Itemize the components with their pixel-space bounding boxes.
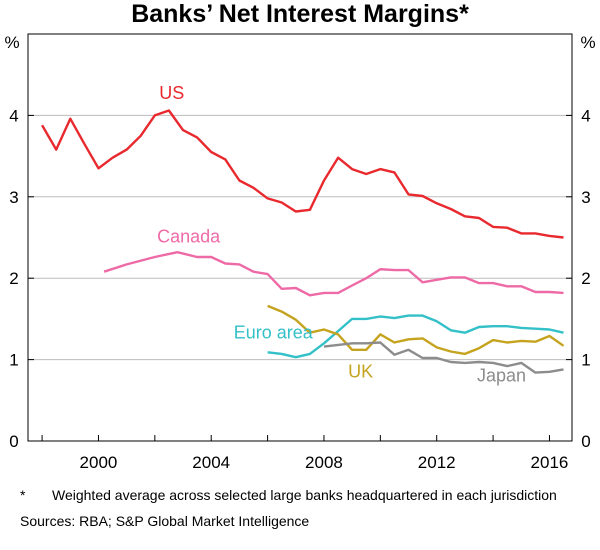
y-tick-label-left: 1 bbox=[9, 351, 18, 370]
series-label-us: US bbox=[159, 83, 184, 103]
y-tick-label-left: 4 bbox=[9, 106, 18, 125]
x-tick-label: 2000 bbox=[80, 453, 118, 472]
sources-note: Sources: RBA; S&P Global Market Intellig… bbox=[20, 513, 310, 529]
y-tick-label-right: 1 bbox=[581, 351, 590, 370]
chart-title: Banks’ Net Interest Margins* bbox=[131, 0, 469, 28]
series-label-uk: UK bbox=[348, 362, 373, 382]
y-tick-label-right: 4 bbox=[581, 106, 590, 125]
y-axis-unit-left: % bbox=[4, 33, 19, 52]
series-label-canada: Canada bbox=[157, 226, 221, 246]
y-tick-label-right: 0 bbox=[581, 432, 590, 451]
series-label-euro-area: Euro area bbox=[234, 322, 314, 342]
y-axis-labels-left: 0 1 2 3 4 bbox=[9, 106, 18, 451]
y-tick-label-right: 2 bbox=[581, 269, 590, 288]
y-tick-label-left: 2 bbox=[9, 269, 18, 288]
series-line-euro-area bbox=[267, 314, 564, 359]
footnote: * Weighted average across selected large… bbox=[20, 486, 590, 504]
y-tick-label-left: 0 bbox=[9, 432, 18, 451]
x-tick-label: 2004 bbox=[192, 453, 230, 472]
series-labels: US Canada Euro area UK Japan bbox=[157, 83, 526, 385]
series-label-japan: Japan bbox=[477, 366, 526, 386]
series-line-uk bbox=[267, 304, 565, 356]
x-tick-label: 2012 bbox=[418, 453, 456, 472]
axis-ticks bbox=[28, 114, 572, 442]
plot-frame bbox=[27, 33, 573, 442]
series-line-canada bbox=[103, 250, 564, 297]
y-axis-unit-right: % bbox=[580, 33, 595, 52]
y-axis-labels-right: 0 1 2 3 4 bbox=[581, 106, 590, 451]
x-tick-label: 2016 bbox=[531, 453, 569, 472]
gridlines bbox=[28, 114, 572, 361]
y-tick-label-right: 3 bbox=[581, 188, 590, 207]
y-tick-label-left: 3 bbox=[9, 188, 18, 207]
series-lines bbox=[41, 109, 565, 374]
series-line-us bbox=[41, 109, 564, 239]
x-tick-label: 2008 bbox=[305, 453, 343, 472]
chart-notes: * Weighted average across selected large… bbox=[20, 486, 590, 530]
footnote-mark: * bbox=[20, 487, 26, 503]
footnote-text: Weighted average across selected large b… bbox=[52, 487, 557, 503]
line-chart: Banks’ Net Interest Margins* % % US Canad… bbox=[4, 0, 595, 472]
x-axis-labels: 2000 2004 2008 2012 2016 bbox=[80, 453, 569, 472]
series-line-japan bbox=[323, 341, 564, 374]
